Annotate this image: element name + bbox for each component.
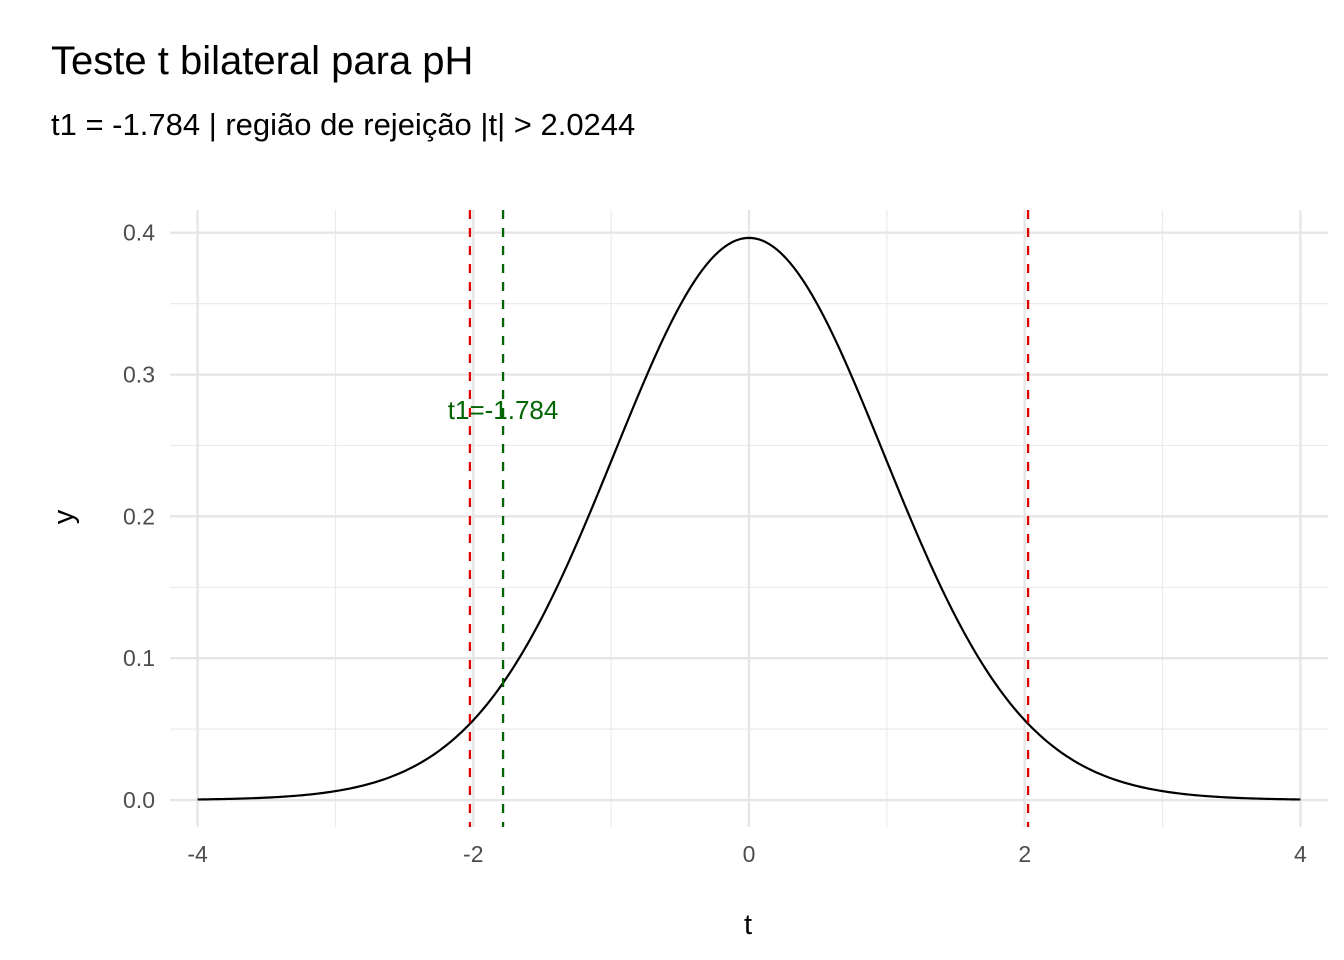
y-axis-title: y bbox=[48, 509, 80, 524]
y-tick-label: 0.1 bbox=[123, 645, 155, 671]
grid-major bbox=[170, 210, 1328, 827]
x-tick-label: -4 bbox=[187, 841, 208, 867]
x-tick-label: 4 bbox=[1294, 841, 1307, 867]
chart-title: Teste t bilateral para pH bbox=[51, 39, 473, 83]
y-tick-labels: 0.0 0.1 0.2 0.3 0.4 bbox=[123, 220, 155, 813]
y-tick-label: 0.3 bbox=[123, 362, 155, 388]
y-tick-label: 0.2 bbox=[123, 503, 155, 529]
y-tick-label: 0.0 bbox=[123, 787, 155, 813]
x-axis-title: t bbox=[744, 909, 752, 941]
statistic-annotation: t1=-1.784 bbox=[448, 395, 559, 425]
chart-subtitle: t1 = -1.784 | região de rejeição |t| > 2… bbox=[51, 107, 635, 142]
y-tick-label: 0.4 bbox=[123, 220, 155, 246]
density-curve bbox=[197, 236, 1301, 801]
x-tick-label: -2 bbox=[463, 841, 483, 867]
x-tick-label: 2 bbox=[1018, 841, 1031, 867]
x-tick-label: 0 bbox=[743, 841, 756, 867]
x-tick-labels: -4 -2 0 2 4 bbox=[187, 841, 1307, 867]
